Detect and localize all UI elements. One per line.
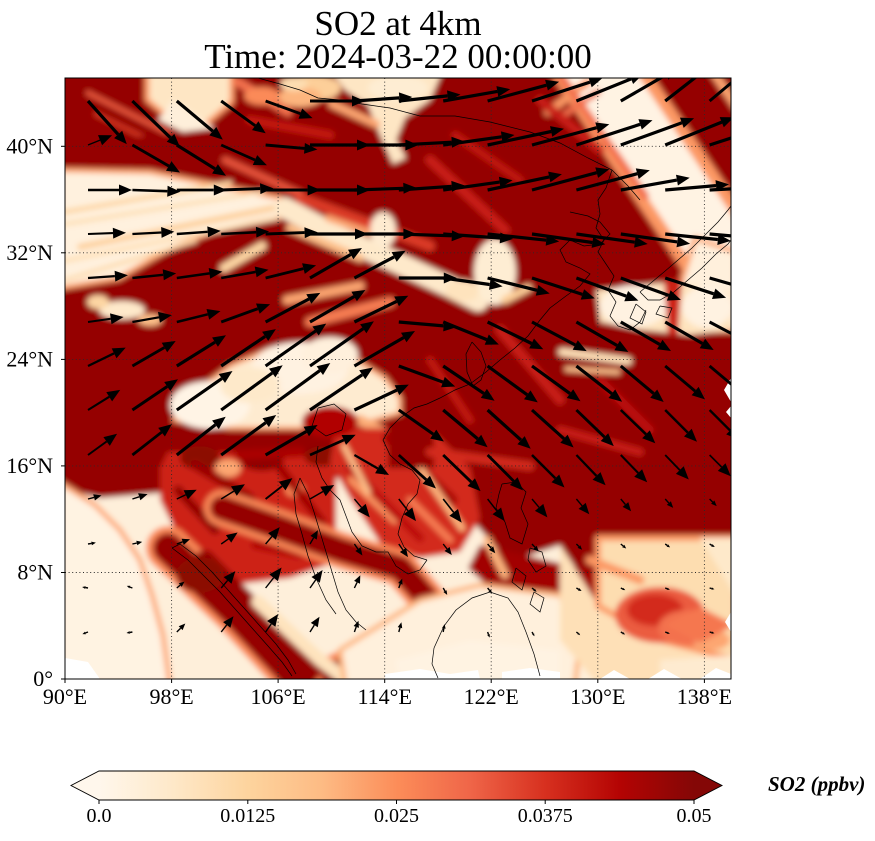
svg-text:0.0: 0.0 bbox=[87, 805, 112, 827]
svg-text:122°E: 122°E bbox=[464, 684, 519, 709]
svg-text:SO2 (ppbv): SO2 (ppbv) bbox=[768, 772, 865, 796]
svg-text:SO2 at 4km: SO2 at 4km bbox=[314, 4, 481, 43]
svg-text:0.025: 0.025 bbox=[374, 805, 419, 827]
svg-text:Time: 2024-03-22 00:00:00: Time: 2024-03-22 00:00:00 bbox=[204, 37, 592, 76]
svg-text:0.05: 0.05 bbox=[677, 805, 712, 827]
svg-text:8°N: 8°N bbox=[17, 560, 53, 585]
svg-text:0.0375: 0.0375 bbox=[518, 805, 573, 827]
svg-text:114°E: 114°E bbox=[357, 684, 411, 709]
svg-text:0.0125: 0.0125 bbox=[220, 805, 275, 827]
svg-text:106°E: 106°E bbox=[250, 684, 305, 709]
svg-text:90°E: 90°E bbox=[43, 684, 87, 709]
svg-text:98°E: 98°E bbox=[149, 684, 193, 709]
svg-text:24°N: 24°N bbox=[6, 346, 53, 371]
svg-text:32°N: 32°N bbox=[6, 240, 53, 265]
svg-text:16°N: 16°N bbox=[6, 453, 53, 478]
svg-text:130°E: 130°E bbox=[570, 684, 625, 709]
svg-text:138°E: 138°E bbox=[677, 684, 732, 709]
svg-text:0°: 0° bbox=[33, 666, 53, 691]
svg-text:40°N: 40°N bbox=[6, 133, 53, 158]
